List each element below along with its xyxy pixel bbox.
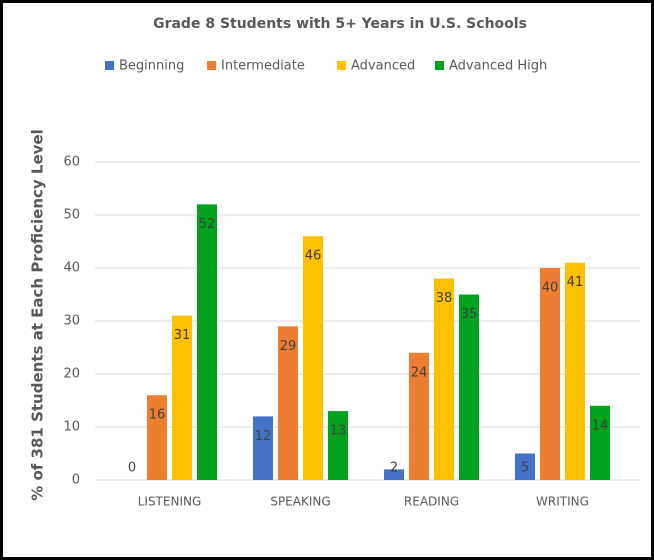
data-label: 2 (390, 461, 398, 476)
legend-swatch (337, 61, 346, 70)
data-label: 52 (199, 217, 216, 232)
bar (197, 204, 217, 480)
chart-title: Grade 8 Students with 5+ Years in U.S. S… (153, 16, 527, 32)
bar (590, 405, 610, 480)
data-label: 0 (128, 461, 136, 476)
y-tick-label: 40 (63, 261, 80, 276)
x-tick-label: LISTENING (138, 495, 202, 509)
x-tick-label: SPEAKING (270, 495, 330, 509)
bar (278, 326, 298, 480)
data-label: 31 (174, 328, 191, 343)
bar (565, 262, 585, 480)
data-label: 5 (521, 461, 529, 476)
bar (172, 315, 192, 480)
legend-swatch (105, 61, 114, 70)
bar (540, 268, 560, 480)
bar (253, 416, 273, 480)
y-tick-label: 30 (63, 314, 80, 329)
data-label: 29 (280, 339, 297, 354)
y-tick-label: 20 (63, 367, 80, 382)
data-label: 40 (542, 281, 559, 296)
x-tick-label: WRITING (536, 495, 589, 509)
data-label: 14 (592, 418, 609, 433)
legend-swatch (207, 61, 216, 70)
legend-swatch (435, 61, 444, 70)
y-tick-label: 60 (63, 155, 80, 170)
legend-label: Beginning (119, 59, 184, 74)
y-tick-label: 10 (63, 420, 80, 435)
data-label: 35 (461, 307, 478, 322)
bar (459, 294, 479, 480)
y-axis-label: % of 381 Students at Each Proficiency Le… (29, 129, 47, 501)
legend-label: Advanced High (449, 59, 547, 74)
data-label: 46 (305, 249, 322, 264)
data-label: 38 (436, 291, 453, 306)
data-label: 12 (255, 429, 272, 444)
data-label: 16 (149, 408, 166, 423)
data-label: 13 (330, 424, 347, 439)
bar (384, 469, 404, 480)
data-label: 24 (411, 365, 428, 380)
data-label: 41 (567, 275, 584, 290)
legend-label: Advanced (351, 59, 415, 74)
y-tick-label: 0 (72, 473, 80, 488)
legend-label: Intermediate (221, 59, 305, 74)
y-tick-label: 50 (63, 208, 80, 223)
x-tick-label: READING (404, 495, 459, 509)
bar (147, 395, 167, 480)
bar (303, 236, 323, 480)
bar (515, 453, 535, 480)
bar (409, 352, 429, 480)
bar (328, 411, 348, 480)
bar (434, 278, 454, 480)
